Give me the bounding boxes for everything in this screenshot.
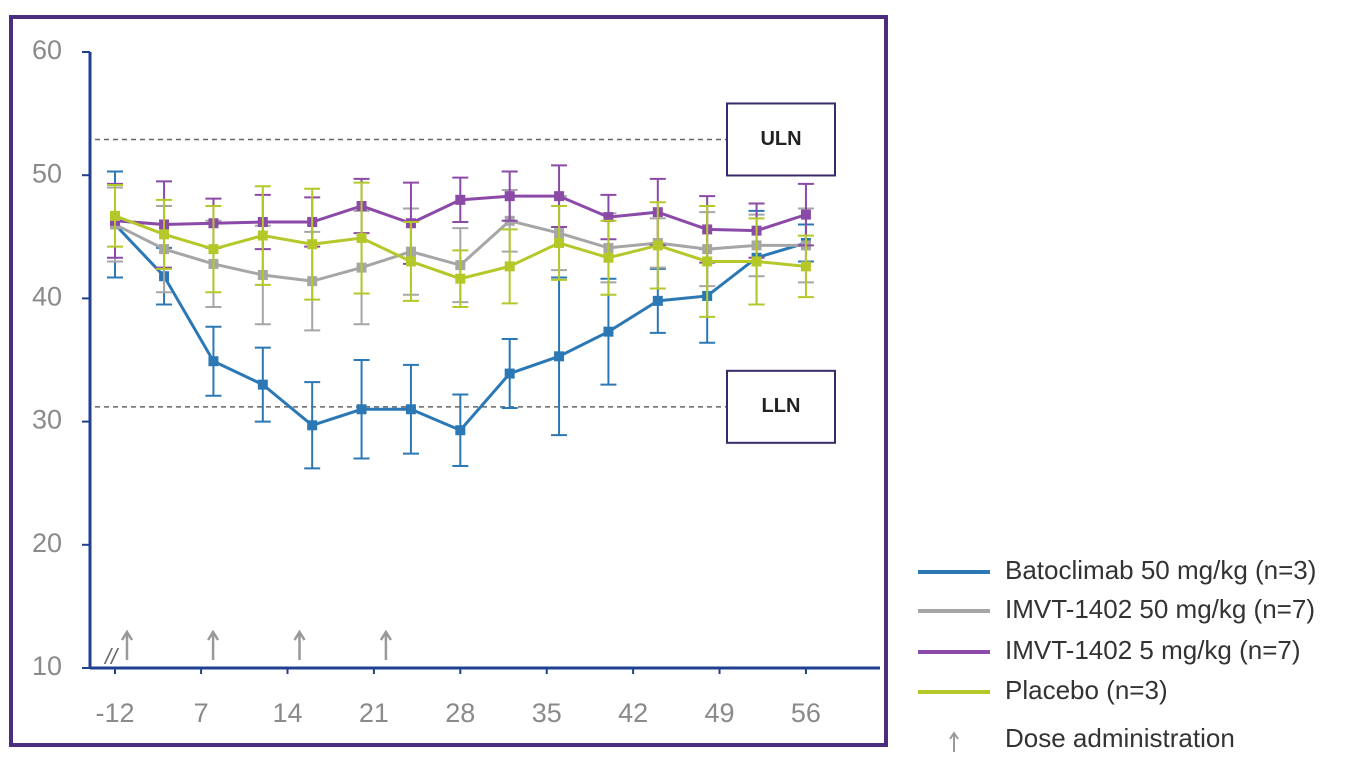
legend-label: Batoclimab 50 mg/kg (n=3) bbox=[1005, 555, 1316, 585]
y-tick-label: 10 bbox=[32, 651, 62, 681]
data-point bbox=[603, 252, 614, 263]
dose-arrow bbox=[293, 629, 306, 660]
data-point bbox=[257, 230, 268, 241]
data-point bbox=[800, 209, 811, 220]
x-tick-label: -12 bbox=[95, 698, 134, 728]
data-point bbox=[652, 295, 663, 306]
data-point bbox=[504, 261, 515, 272]
data-point bbox=[405, 404, 416, 415]
reference-label: ULN bbox=[760, 128, 801, 150]
data-point bbox=[455, 273, 466, 284]
data-point bbox=[455, 425, 466, 436]
x-tick-label: 28 bbox=[445, 698, 475, 728]
data-point bbox=[208, 356, 219, 367]
data-point bbox=[257, 379, 268, 390]
legend-dose-icon bbox=[949, 731, 959, 752]
y-tick-label: 40 bbox=[32, 282, 62, 312]
dose-arrow bbox=[120, 629, 134, 660]
data-point bbox=[307, 420, 318, 431]
dose-arrow bbox=[207, 629, 220, 660]
data-point bbox=[208, 244, 219, 255]
data-point bbox=[504, 191, 515, 202]
y-tick-label: 50 bbox=[32, 158, 62, 188]
data-point bbox=[652, 240, 663, 251]
data-point bbox=[110, 210, 120, 221]
x-tick-label: 7 bbox=[194, 698, 209, 728]
x-tick-label: 56 bbox=[791, 698, 821, 728]
frame bbox=[9, 15, 888, 747]
y-tick-label: 20 bbox=[32, 528, 62, 558]
legend-label: Placebo (n=3) bbox=[1005, 675, 1168, 705]
reference-box bbox=[726, 369, 836, 444]
data-point bbox=[504, 368, 515, 379]
x-tick-label: 14 bbox=[272, 698, 302, 728]
data-point bbox=[307, 239, 318, 250]
data-point bbox=[751, 256, 762, 267]
x-tick-label: 35 bbox=[532, 698, 562, 728]
data-point bbox=[159, 229, 170, 240]
y-tick-label: 30 bbox=[32, 405, 62, 435]
data-point bbox=[603, 326, 614, 337]
dose-arrow bbox=[379, 629, 392, 660]
reference-label: LLN bbox=[762, 395, 801, 417]
data-point bbox=[405, 256, 416, 267]
data-point bbox=[554, 351, 565, 362]
data-point bbox=[356, 233, 367, 244]
legend-label: Dose administration bbox=[1005, 723, 1235, 753]
axis-break: // bbox=[103, 644, 119, 669]
data-point bbox=[554, 237, 565, 248]
data-point bbox=[554, 191, 565, 202]
x-tick-label: 42 bbox=[618, 698, 648, 728]
x-tick-label: 21 bbox=[359, 698, 389, 728]
y-tick-label: 60 bbox=[32, 35, 62, 65]
data-point bbox=[800, 261, 811, 272]
legend-label: IMVT-1402 50 mg/kg (n=7) bbox=[1005, 594, 1315, 624]
data-point bbox=[455, 194, 466, 205]
data-point bbox=[356, 404, 367, 415]
legend-label: IMVT-1402 5 mg/kg (n=7) bbox=[1005, 635, 1301, 665]
data-point bbox=[702, 256, 713, 267]
data-point bbox=[603, 212, 614, 223]
x-tick-label: 49 bbox=[705, 698, 735, 728]
reference-box bbox=[726, 102, 836, 177]
